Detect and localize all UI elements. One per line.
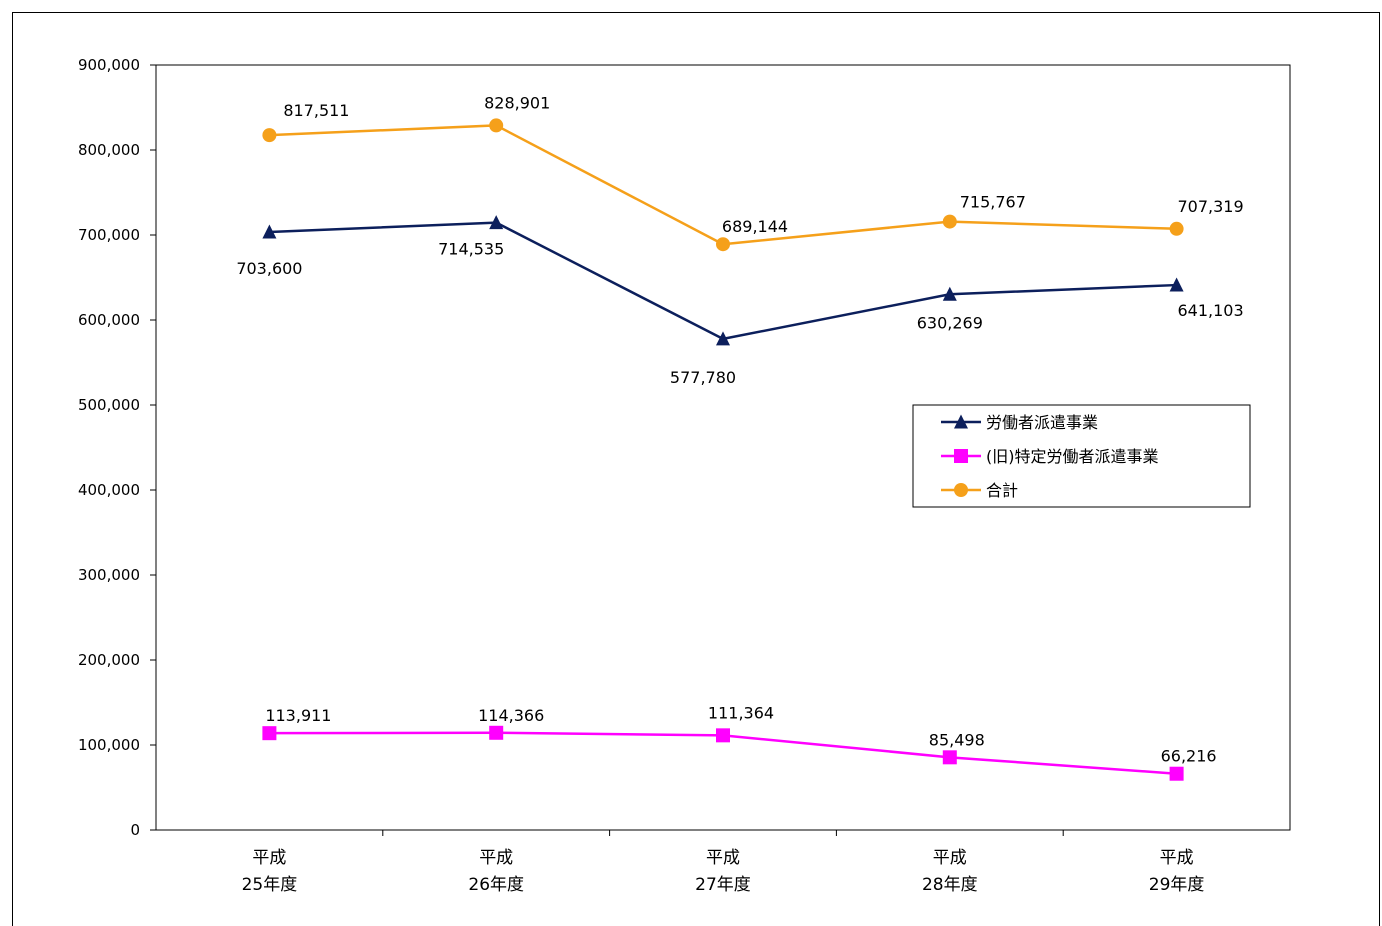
data-label: 707,319 xyxy=(1178,197,1244,216)
x-axis-ticks: 平成 25年度 平成 26年度 平成 27年度 平成 28年度 平成 29年度 xyxy=(242,830,1205,895)
x-tick-label-line1: 平成 xyxy=(1160,848,1194,868)
triangle-marker xyxy=(1169,277,1184,292)
axes xyxy=(155,64,1291,831)
data-label: 817,511 xyxy=(283,101,349,120)
square-marker xyxy=(489,725,504,740)
data-label: 714,535 xyxy=(438,240,504,259)
data-label: 828,901 xyxy=(484,93,550,112)
circle-marker xyxy=(262,128,277,143)
square-marker xyxy=(716,728,730,743)
legend-label: (旧)特定労働者派遣事業 xyxy=(986,447,1159,466)
x-tick-label: 平成 27年度 xyxy=(695,848,751,895)
square-marker xyxy=(1169,766,1184,781)
x-tick-label-line2: 27年度 xyxy=(695,875,751,895)
y-tick-label: 700,000 xyxy=(78,226,140,244)
y-tick-label: 200,000 xyxy=(78,651,140,669)
triangle-marker xyxy=(262,224,277,239)
y-tick-label: 900,000 xyxy=(78,56,140,74)
y-tick-label: 400,000 xyxy=(78,481,140,499)
y-tick-label: 300,000 xyxy=(78,566,140,584)
legend-label: 労働者派遣事業 xyxy=(986,413,1098,432)
x-tick-label-line1: 平成 xyxy=(479,848,513,868)
x-tick-label-line1: 平成 xyxy=(252,848,286,868)
y-tick-label: 500,000 xyxy=(78,396,140,414)
y-tick-label: 0 xyxy=(130,821,140,839)
plot-area xyxy=(155,64,1291,831)
square-marker xyxy=(942,750,957,765)
triangle-marker xyxy=(716,331,730,346)
circle-marker xyxy=(954,483,968,497)
x-tick-label-line1: 平成 xyxy=(933,848,967,868)
x-tick-label: 平成 25年度 xyxy=(242,848,298,895)
data-label: 630,269 xyxy=(917,313,983,332)
y-axis-ticks: 0 100,000 200,000 300,000 400,000 500,000 600,… xyxy=(78,56,156,839)
x-tick-label: 平成 26年度 xyxy=(468,848,524,895)
data-label: 85,498 xyxy=(929,730,985,749)
triangle-marker xyxy=(954,414,968,429)
data-label: 113,911 xyxy=(265,706,331,725)
square-marker xyxy=(262,726,277,741)
square-marker xyxy=(954,449,968,463)
y-tick-label: 800,000 xyxy=(78,141,140,159)
chart-frame xyxy=(12,12,1380,926)
data-label: 689,144 xyxy=(722,217,788,236)
triangle-marker xyxy=(489,215,504,230)
data-label: 641,103 xyxy=(1178,301,1244,320)
data-label: 111,364 xyxy=(708,703,774,722)
data-label: 114,366 xyxy=(478,706,544,725)
circle-marker xyxy=(942,214,957,229)
data-label: 577,780 xyxy=(670,368,736,387)
x-tick-label: 平成 29年度 xyxy=(1149,848,1205,895)
triangle-marker xyxy=(942,286,957,301)
x-tick-label-line2: 26年度 xyxy=(468,875,524,895)
data-labels: 703,600 714,535 577,780 630,269 641,103 113,9… xyxy=(236,93,1243,765)
data-label: 66,216 xyxy=(1161,747,1217,766)
data-label: 715,767 xyxy=(960,193,1026,212)
x-tick-label-line2: 29年度 xyxy=(1149,875,1205,895)
circle-marker xyxy=(489,118,504,133)
legend-label: 合計 xyxy=(986,481,1018,500)
y-tick-label: 100,000 xyxy=(78,736,140,754)
y-tick-label: 600,000 xyxy=(78,311,140,329)
circle-marker xyxy=(1169,221,1184,236)
x-tick-label-line2: 25年度 xyxy=(242,875,298,895)
x-tick-label-line1: 平成 xyxy=(706,848,740,868)
x-tick-label: 平成 28年度 xyxy=(922,848,978,895)
data-label: 703,600 xyxy=(236,259,302,278)
series-layer xyxy=(262,118,1184,781)
circle-marker xyxy=(716,237,730,252)
x-tick-label-line2: 28年度 xyxy=(922,875,978,895)
